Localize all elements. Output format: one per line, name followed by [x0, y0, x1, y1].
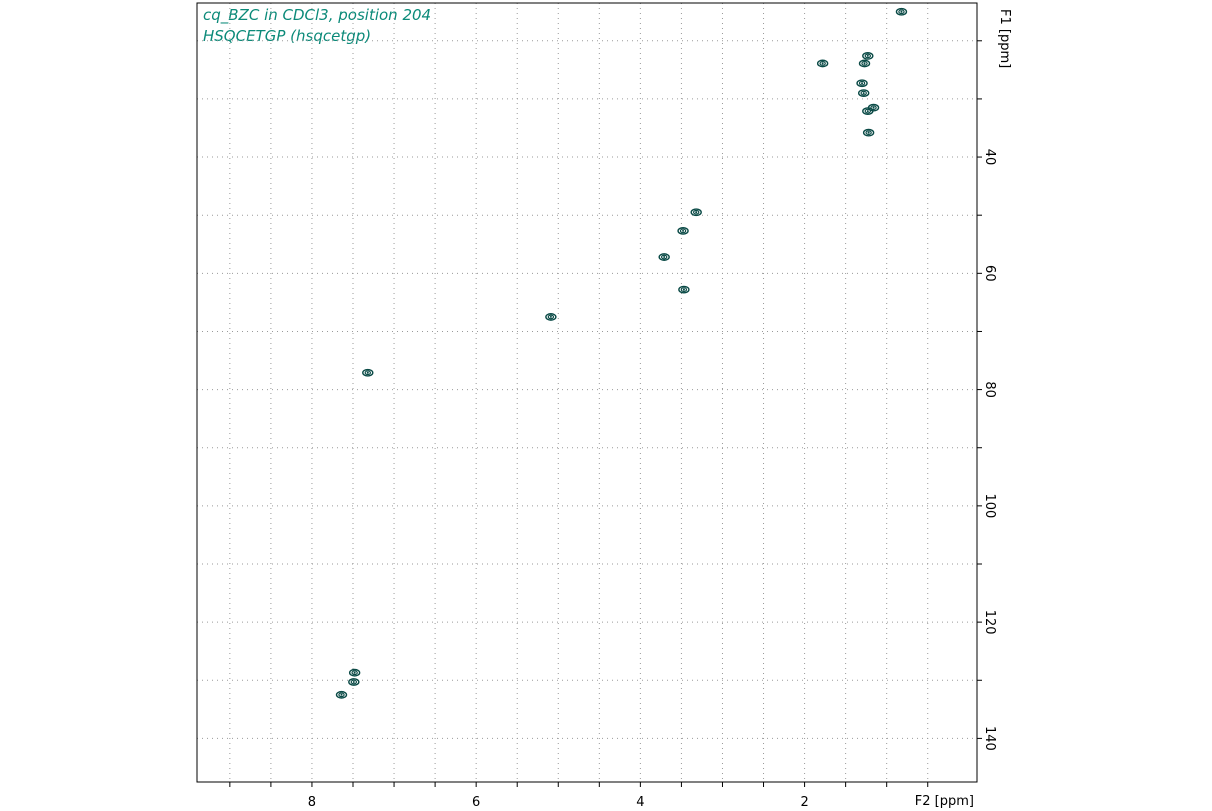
contour-peak: [862, 52, 874, 60]
y-tick-label: 40: [982, 149, 997, 166]
contour-peak: [348, 668, 361, 677]
x-tick-label: 6: [472, 795, 480, 810]
contour-peak: [335, 690, 348, 699]
contour-peaks: [335, 7, 908, 699]
y-tick-label: 140: [982, 726, 997, 751]
x-axis: 8 6 4 2: [229, 782, 929, 810]
contour-peak: [856, 79, 868, 88]
contour-peak: [362, 368, 374, 377]
plot-frame: [196, 2, 978, 783]
contour-peak: [862, 128, 875, 137]
y-tick-label: 120: [982, 610, 997, 635]
contour-peak: [678, 285, 690, 294]
y-tick-label: 60: [982, 265, 997, 282]
grid-lines: [197, 3, 977, 782]
x-axis-title: F2 [ppm]: [915, 794, 974, 809]
contour-peak: [895, 7, 908, 16]
y-axis-title: F1 [ppm]: [997, 9, 1012, 68]
x-tick-label: 8: [308, 795, 316, 810]
contour-peak: [658, 253, 670, 261]
y-axis: 40 60 80 100 120 140: [977, 40, 997, 751]
contour-peak: [348, 678, 360, 686]
y-tick-label: 80: [982, 381, 997, 398]
x-tick-label: 4: [636, 795, 644, 810]
pulse-program-label: HSQCETGP (hsqcetgp): [203, 27, 372, 45]
x-tick-label: 2: [800, 795, 808, 810]
contour-peak: [690, 208, 702, 217]
contour-peak: [858, 59, 871, 68]
contour-peak: [862, 107, 874, 116]
contour-peak: [857, 89, 870, 98]
contour-peak: [677, 226, 689, 235]
contour-peak: [545, 313, 557, 321]
spectrum-title: cq_BZC in CDCl3, position 204: [203, 6, 432, 24]
contour-peak: [816, 59, 829, 68]
y-tick-label: 100: [982, 493, 997, 518]
